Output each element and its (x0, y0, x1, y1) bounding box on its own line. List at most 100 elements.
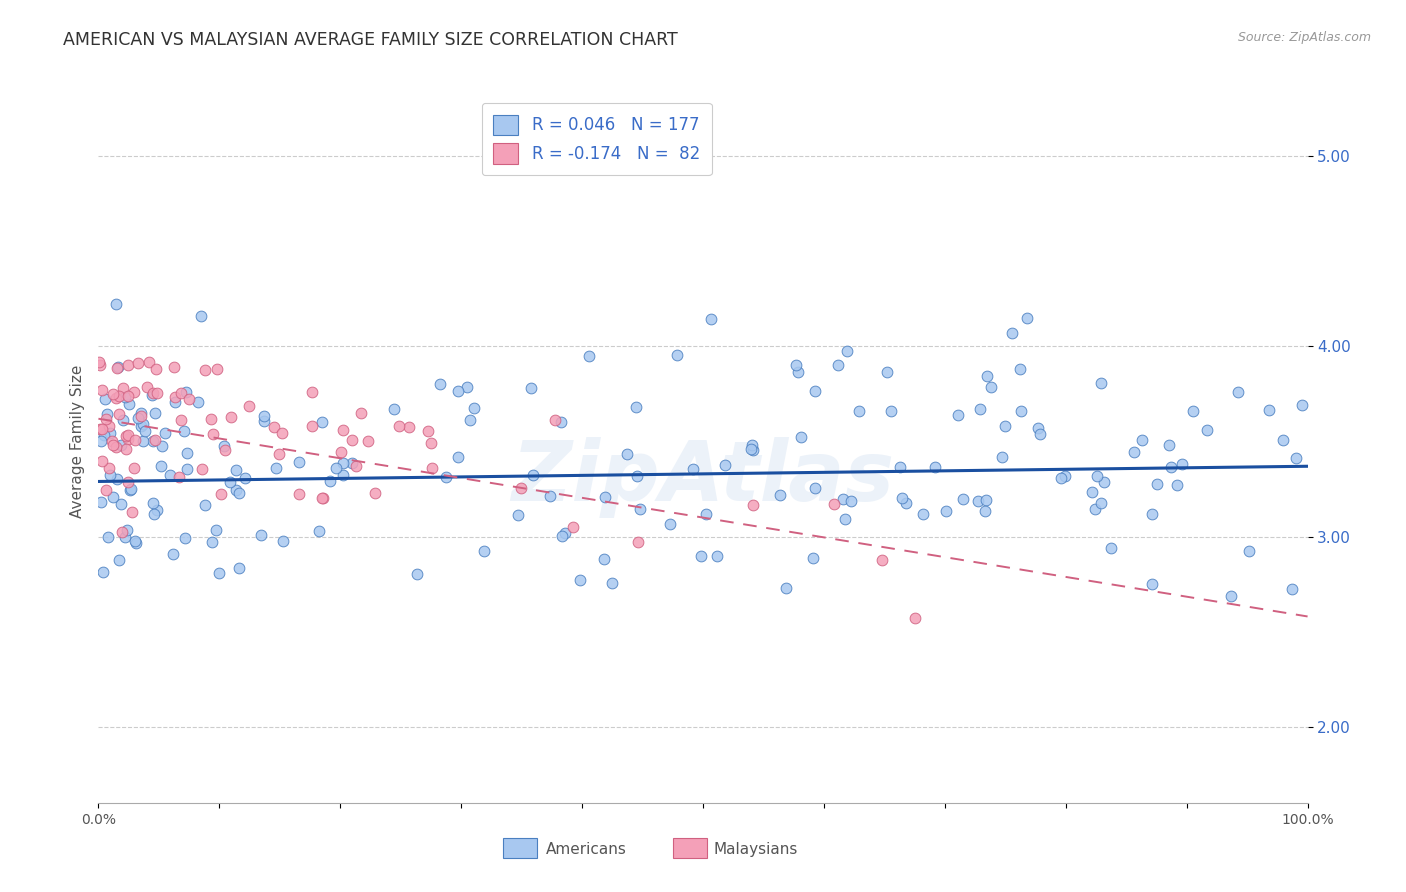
Point (124, 461, 146, 475)
Point (117, 428, 139, 442)
Point (628, 502, 651, 516)
Point (1123, 444, 1146, 458)
Point (769, 487, 792, 501)
Point (509, 481, 531, 495)
Point (101, 434, 124, 449)
Text: Source: ZipAtlas.com: Source: ZipAtlas.com (1237, 31, 1371, 45)
Point (388, 419, 411, 434)
Point (233, 471, 256, 485)
Point (1291, 398, 1313, 412)
Point (117, 523, 139, 537)
Point (312, 491, 335, 506)
Point (456, 380, 478, 394)
Point (569, 573, 592, 587)
Point (94, 483, 117, 498)
Point (458, 413, 481, 427)
Point (127, 410, 149, 425)
Point (105, 391, 128, 405)
Point (202, 426, 225, 441)
Point (129, 419, 152, 434)
Point (398, 420, 420, 434)
Point (194, 362, 217, 376)
Point (263, 419, 285, 434)
Point (624, 400, 647, 414)
Point (187, 395, 209, 409)
Point (350, 406, 373, 420)
Point (1029, 426, 1052, 441)
Point (1166, 478, 1188, 492)
Point (225, 463, 247, 477)
Bar (672, 838, 707, 858)
Point (554, 526, 576, 541)
Point (803, 384, 825, 398)
Point (616, 447, 638, 461)
Point (447, 450, 470, 465)
Point (118, 397, 141, 411)
Point (593, 551, 616, 566)
Point (418, 424, 440, 438)
Point (332, 468, 354, 483)
Point (1099, 541, 1122, 555)
Point (101, 490, 124, 504)
Point (107, 408, 129, 422)
Point (801, 551, 824, 566)
Point (97, 531, 120, 545)
Point (522, 468, 544, 483)
Point (924, 460, 946, 475)
Point (114, 530, 136, 544)
Point (665, 348, 688, 362)
Point (834, 512, 856, 526)
Point (682, 462, 704, 476)
Point (208, 566, 231, 580)
Point (890, 491, 912, 505)
Point (1257, 402, 1279, 417)
Point (93, 428, 115, 442)
Point (935, 504, 957, 518)
Point (706, 549, 728, 564)
Point (839, 493, 862, 508)
Point (94, 392, 117, 407)
Point (1010, 362, 1032, 376)
Point (107, 361, 129, 376)
Point (194, 498, 217, 512)
Point (122, 385, 145, 400)
Point (741, 498, 763, 512)
Point (105, 440, 128, 454)
Point (219, 410, 242, 425)
Point (111, 524, 134, 539)
Text: Malaysians: Malaysians (714, 841, 799, 856)
Point (1195, 423, 1218, 437)
Point (103, 438, 125, 452)
Point (974, 504, 997, 518)
Point (112, 413, 135, 427)
Point (700, 312, 723, 326)
Point (253, 409, 276, 423)
Point (135, 380, 157, 394)
Point (174, 385, 197, 400)
Point (169, 413, 191, 427)
Point (419, 436, 441, 450)
Point (173, 424, 195, 438)
Point (364, 486, 387, 500)
Point (288, 455, 311, 469)
Point (214, 443, 236, 458)
Point (520, 381, 543, 395)
Point (89, 422, 111, 436)
Point (1160, 460, 1182, 475)
Point (1142, 576, 1164, 591)
Point (146, 386, 169, 401)
Point (90, 422, 112, 436)
Point (170, 386, 193, 401)
Point (1085, 469, 1108, 483)
Point (405, 567, 427, 582)
Point (143, 434, 166, 448)
Point (125, 536, 148, 550)
Point (994, 418, 1017, 433)
Point (219, 475, 242, 489)
Point (332, 423, 354, 437)
Point (434, 469, 457, 483)
Point (89, 358, 111, 372)
Point (952, 491, 974, 506)
Point (1171, 457, 1194, 471)
Point (340, 456, 363, 470)
